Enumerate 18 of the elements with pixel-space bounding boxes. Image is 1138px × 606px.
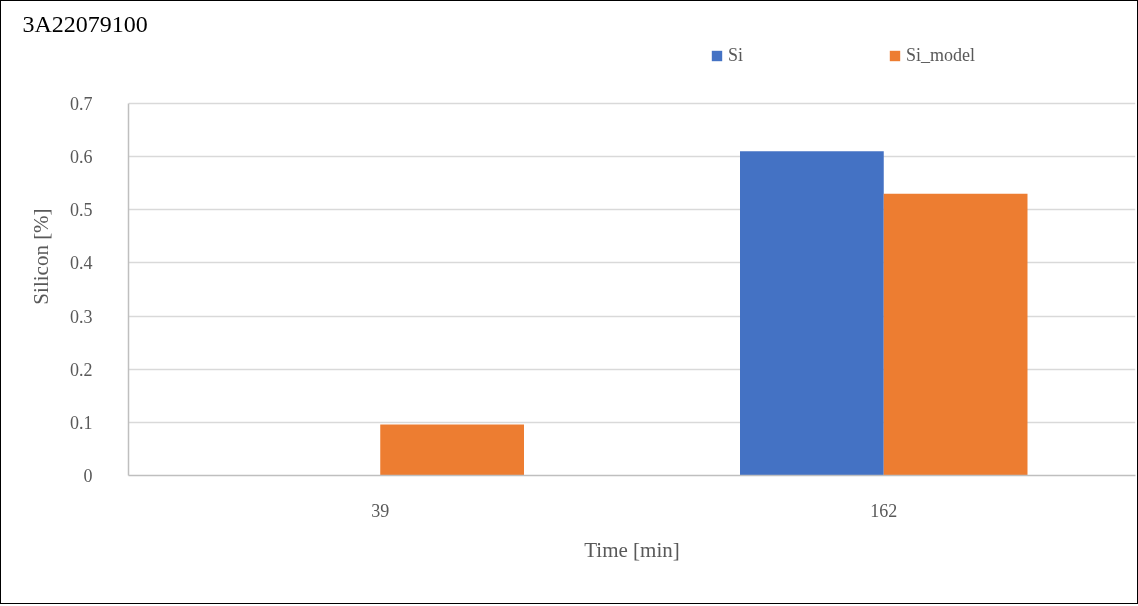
- y-axis-title: Silicon [%]: [29, 208, 53, 305]
- x-axis-title: Time [min]: [584, 537, 680, 562]
- chart-title: 3A22079100: [22, 10, 148, 37]
- x-tick-label: 39: [371, 500, 390, 521]
- y-tick-label: 0.6: [70, 147, 93, 168]
- y-tick-label: 0.3: [70, 306, 93, 327]
- y-tick-label: 0: [83, 466, 93, 486]
- x-tick-label: 162: [870, 500, 898, 521]
- bar: [883, 193, 1028, 476]
- legend-label: Si_model: [906, 45, 976, 66]
- legend-label: Si: [728, 45, 744, 66]
- y-tick-label: 0.2: [70, 359, 93, 380]
- y-tick-label: 0.1: [70, 412, 93, 433]
- y-tick-label: 0.5: [70, 200, 93, 221]
- bar: [740, 151, 884, 476]
- y-tick-label: 0.4: [70, 253, 93, 274]
- bar: [380, 424, 524, 476]
- y-tick-label: 0.7: [70, 94, 93, 114]
